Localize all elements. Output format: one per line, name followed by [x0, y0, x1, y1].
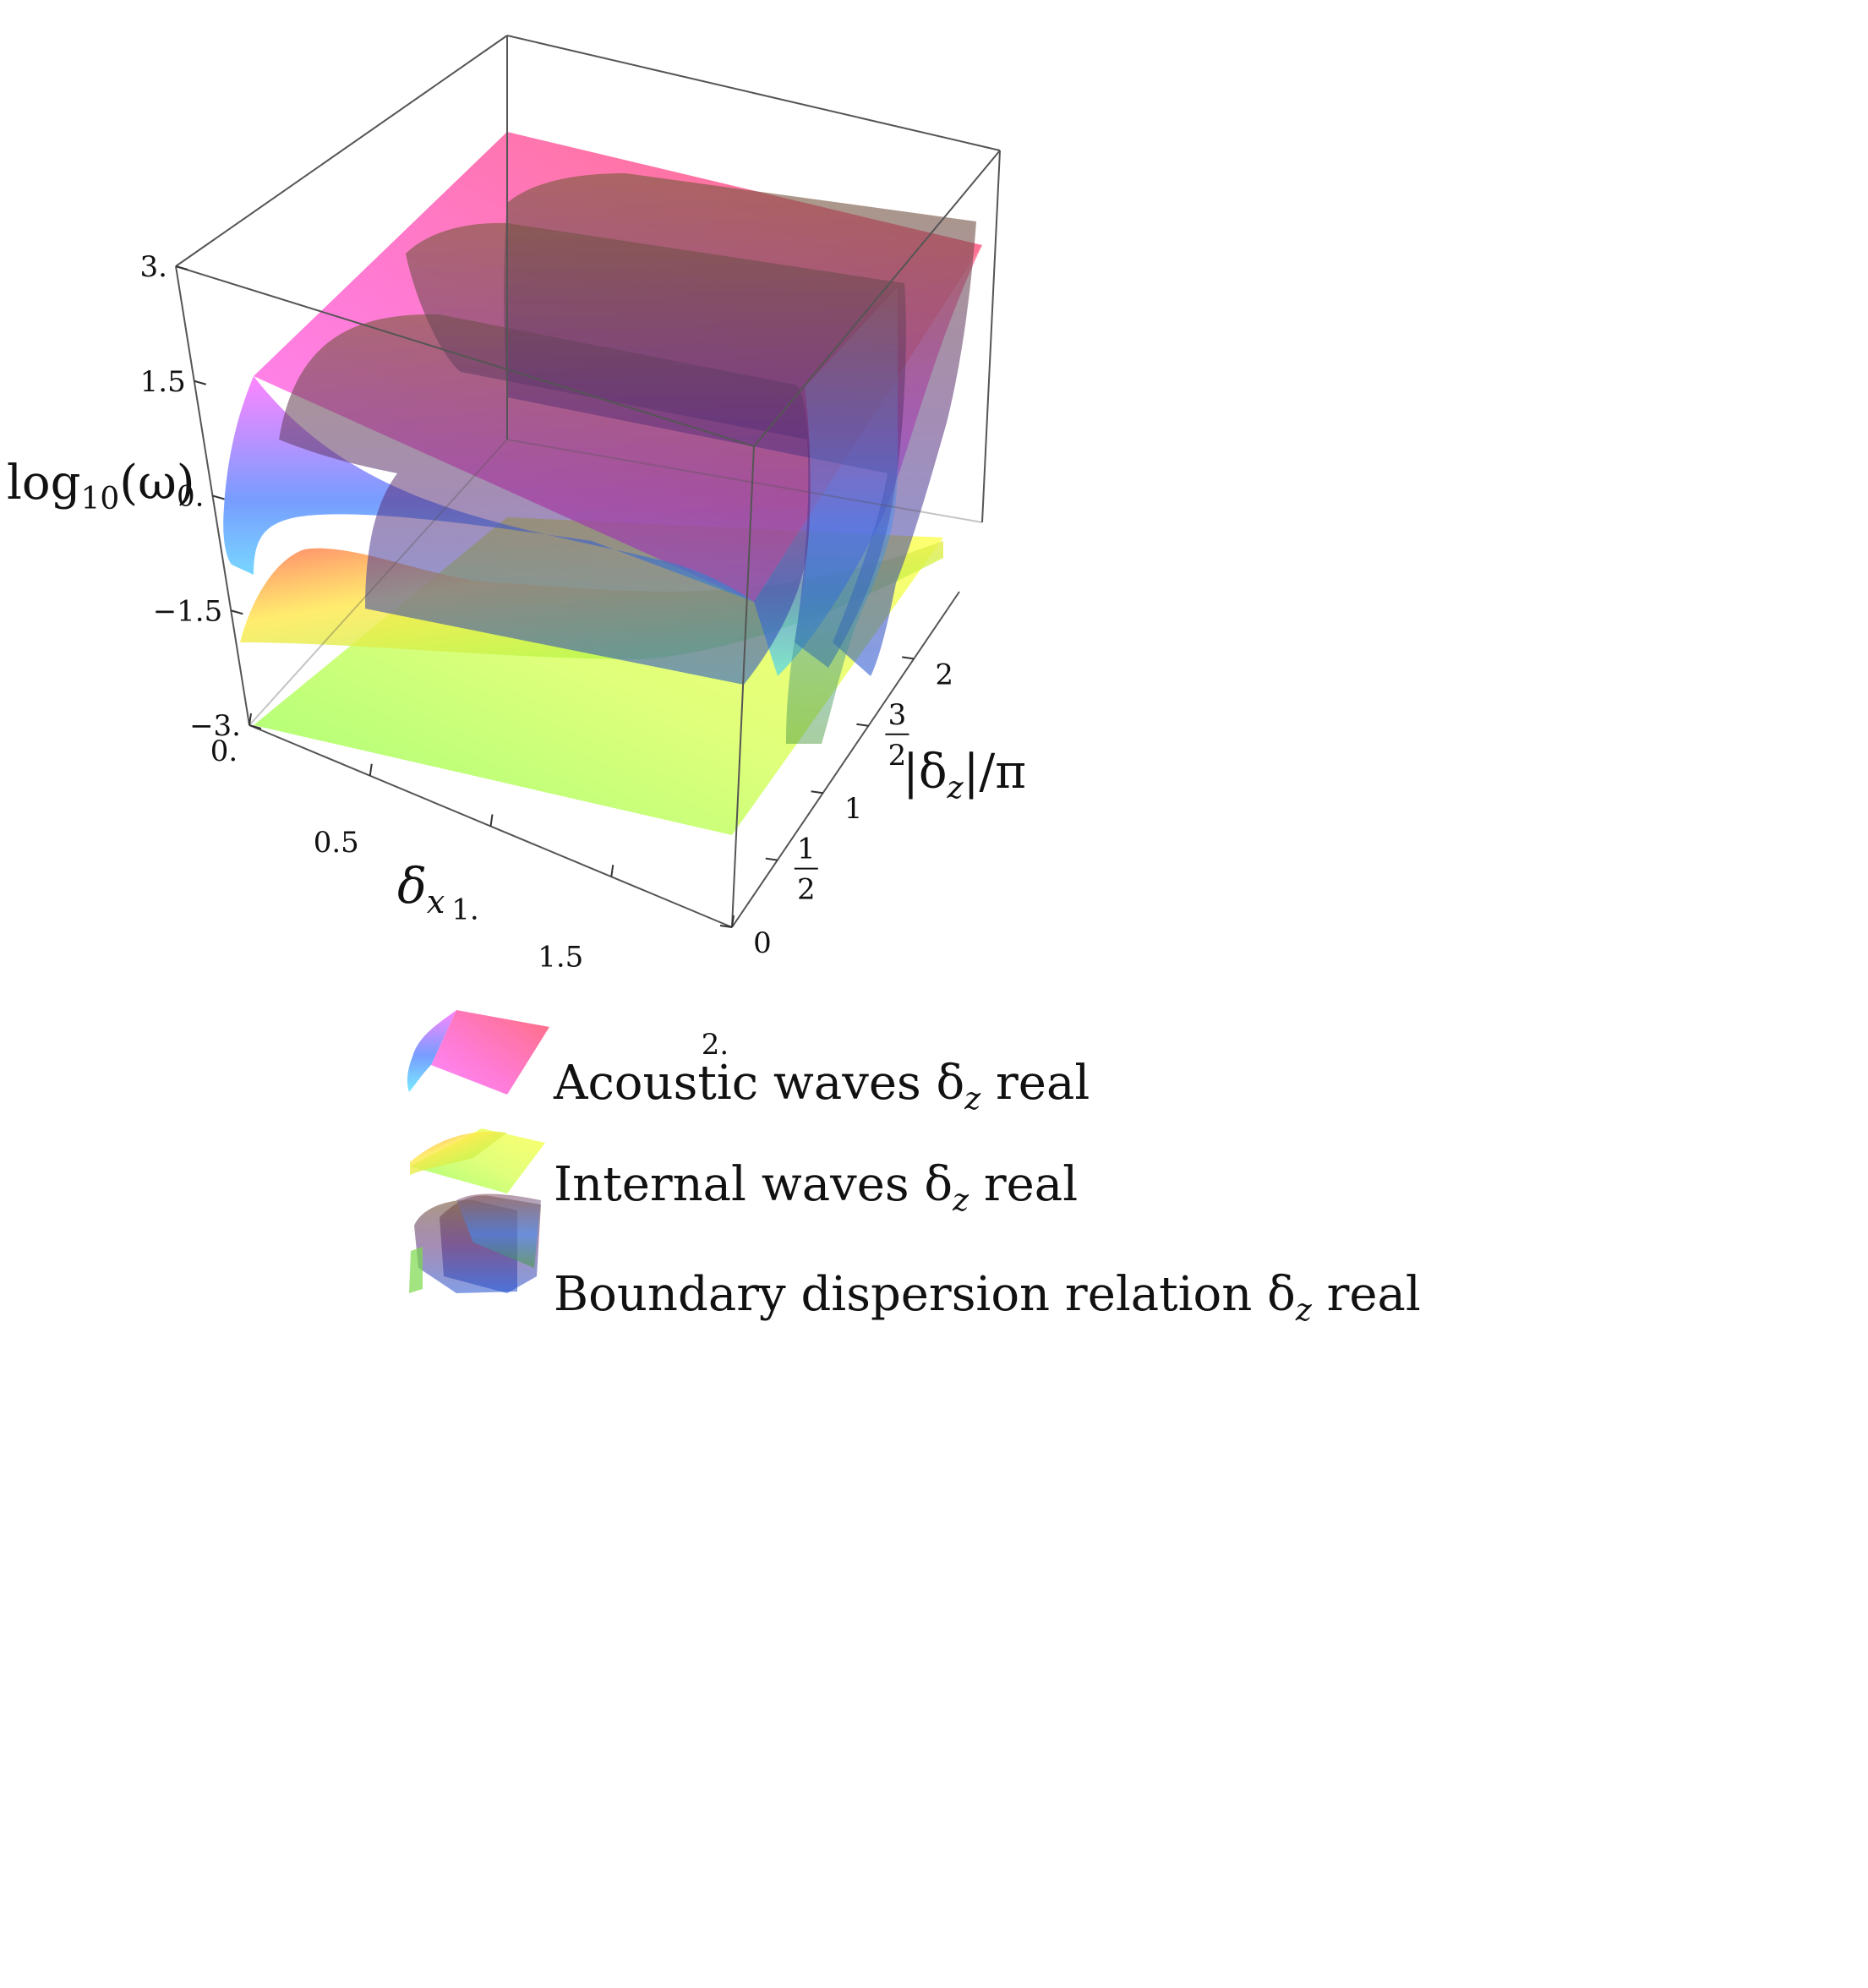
tick-marks — [175, 265, 915, 928]
surfaces — [223, 132, 982, 835]
z-tick-label: −3. — [189, 709, 241, 743]
z-tick-label: −1.5 — [153, 594, 223, 628]
z-tick-mark — [212, 494, 225, 500]
y-tick-frac-den: 2 — [797, 873, 816, 907]
z-axis-ticks: −3. −1.5 0. 1.5 3. — [140, 250, 241, 743]
y-tick-frac-num: 3 — [888, 698, 907, 732]
z-tick-label: 3. — [140, 250, 167, 284]
z-tick-mark — [175, 265, 188, 270]
legend-swatch-acoustic — [407, 1010, 549, 1095]
y-tick-mark — [856, 723, 869, 727]
legend-swatch-internal — [410, 1128, 545, 1193]
x-axis-label: δx — [397, 857, 445, 920]
z-tick-mark — [249, 724, 262, 729]
boundary-sheet-3 — [504, 173, 976, 676]
x-tick-mark — [489, 814, 494, 827]
boundary-side-wall — [786, 287, 898, 744]
x-tick-label: 0. — [210, 735, 238, 768]
y-tick-mark — [811, 790, 823, 795]
x-tick-label: 1.5 — [538, 940, 583, 974]
x-axis-ticks: 0. 0.5 1. 1.5 2. — [210, 735, 729, 1062]
y-tick-label: 1 — [844, 792, 863, 826]
x-tick-mark — [610, 865, 614, 877]
x-tick-label: 2. — [702, 1028, 729, 1062]
x-tick-mark — [369, 763, 373, 776]
x-tick-mark — [731, 915, 735, 928]
x-tick-label: 0.5 — [314, 826, 359, 860]
z-axis-label: log10(ω) — [7, 456, 195, 516]
legend-swatch-boundary — [409, 1193, 541, 1293]
legend: Acoustic waves δz real Internal waves δz… — [407, 1010, 1421, 1328]
z-tick-label: 0. — [177, 480, 204, 514]
z-tick-label: 1.5 — [140, 365, 186, 399]
y-tick-mark — [719, 925, 733, 928]
x-tick-mark — [249, 713, 252, 726]
z-tick-mark — [194, 380, 207, 385]
x-tick-label: 1. — [451, 893, 478, 927]
y-tick-frac-num: 1 — [797, 833, 816, 866]
y-tick-label: 0 — [753, 926, 772, 960]
y-tick-mark — [902, 656, 915, 660]
legend-label-acoustic: Acoustic waves δz real — [553, 1056, 1090, 1117]
y-axis-label: |δz|/π — [903, 745, 1026, 806]
legend-label-internal: Internal waves δz real — [554, 1157, 1078, 1218]
y-tick-mark — [765, 857, 778, 861]
y-tick-frac-den: 2 — [888, 739, 907, 773]
y-tick-label: 2 — [935, 658, 953, 691]
z-tick-mark — [230, 609, 243, 615]
legend-label-boundary: Boundary dispersion relation δz real — [554, 1267, 1421, 1328]
